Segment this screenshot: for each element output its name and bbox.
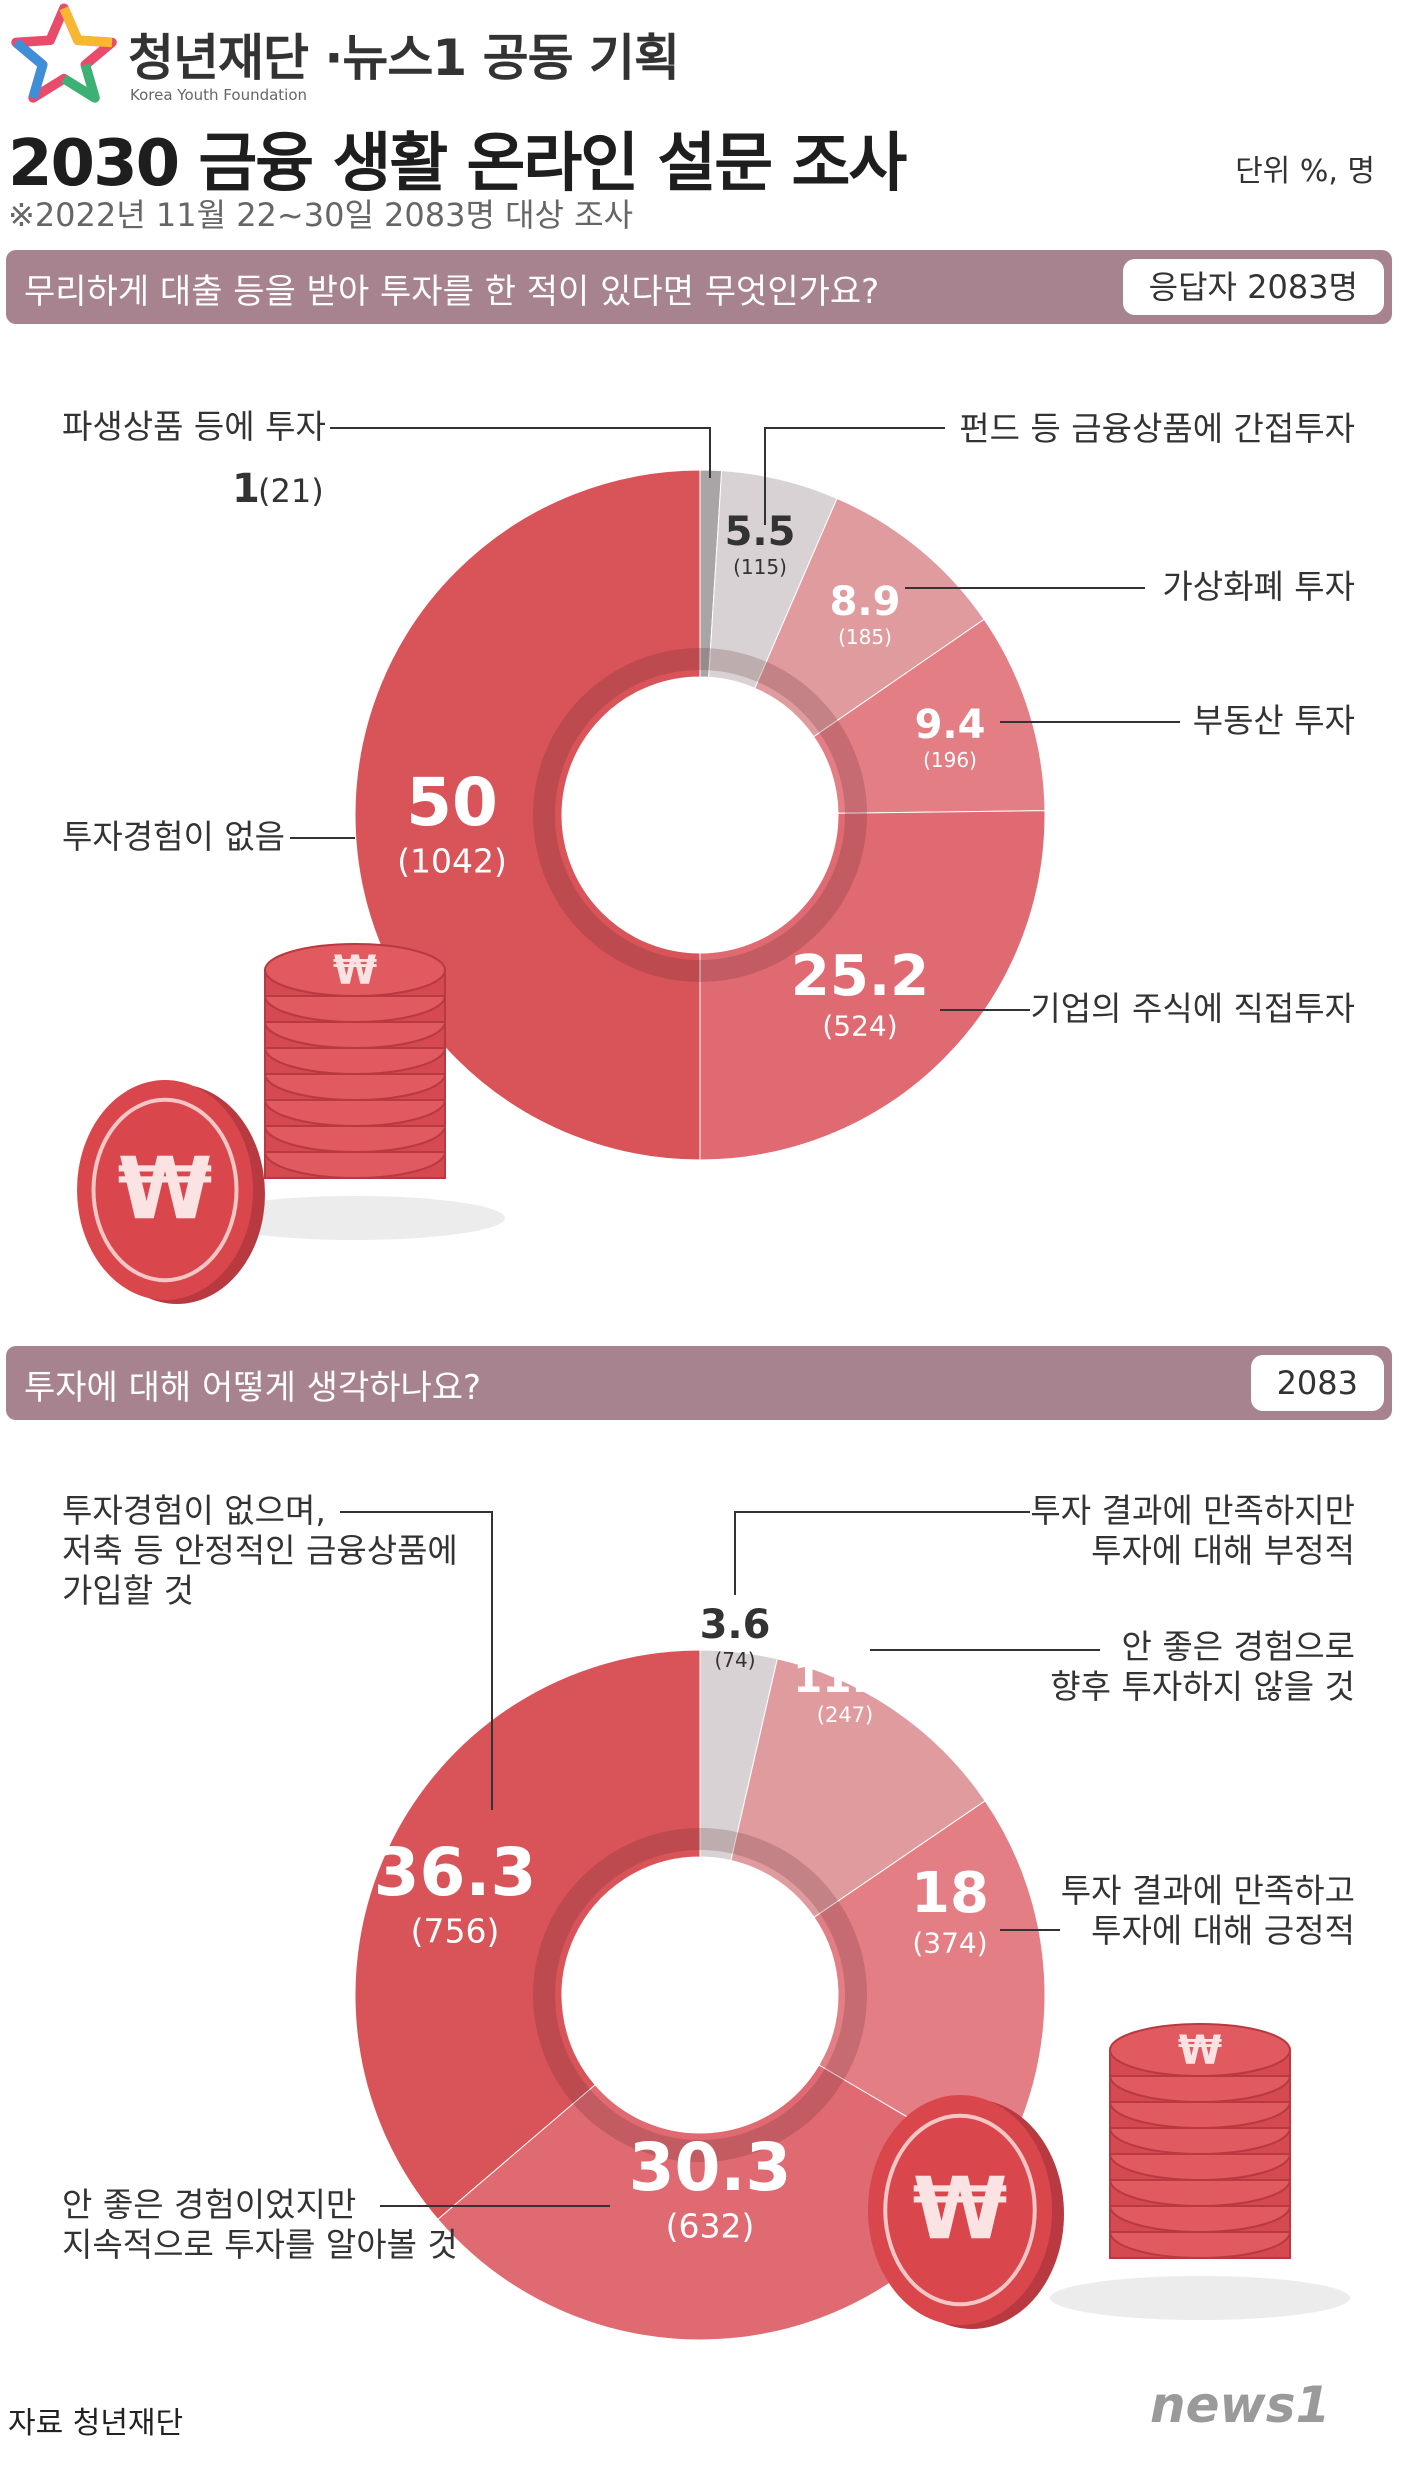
chart2-category-label: 투자 결과에 만족하지만: [1030, 1491, 1355, 1530]
survey-note: ※2022년 11월 22~30일 2083명 대상 조사: [8, 196, 634, 234]
chart2-data-label: 18: [911, 1861, 989, 1926]
chart1-coin: ₩: [77, 1080, 265, 1304]
chart2-data-label: 30.3: [629, 2129, 792, 2206]
chart1-count-label: (185): [838, 625, 892, 649]
chart1-count-label: (115): [733, 555, 787, 579]
page-title: 2030 금융 생활 온라인 설문 조사: [8, 127, 907, 201]
chart2-donut-hole: [562, 1857, 838, 2133]
chart1-category-label: 투자경험이 없음: [62, 817, 285, 856]
chart1-category-label: 부동산 투자: [1193, 701, 1355, 740]
respondents-badge-2: 2083: [1250, 1355, 1384, 1411]
chart2-data-label: 36.3: [374, 1834, 537, 1911]
chart2-coin: ₩: [868, 2095, 1064, 2329]
chart2-category-label: 안 좋은 경험으로: [1122, 1627, 1356, 1666]
respondents-badge-1: 응답자 2083명: [1122, 259, 1384, 315]
chart1-coin-won-symbol: ₩: [118, 1139, 213, 1239]
chart2-coin-face: [868, 2095, 1052, 2325]
chart1-count-label: (524): [822, 1009, 897, 1042]
org-title: 청년재단 ·뉴스1 공동 기획: [128, 29, 680, 87]
chart1-count-label: (21): [258, 472, 324, 510]
chart2-category-label: 지속적으로 투자를 알아볼 것: [62, 2225, 458, 2264]
chart1-coin-won-symbol: ₩: [333, 948, 377, 994]
chart2-category-label: 투자 결과에 만족하고: [1061, 1871, 1355, 1910]
chart1-coin-shadow: [205, 1196, 505, 1240]
chart1-data-label: 25.2: [791, 944, 929, 1009]
chart2-category-label: 투자경험이 없으며,: [62, 1491, 326, 1530]
chart1-data-label: 50: [406, 764, 498, 841]
chart2-coin-stack: ₩: [1050, 2023, 1350, 2320]
chart2-category-label: 투자에 대해 긍정적: [1091, 1911, 1355, 1950]
chart2-count-label: (632): [666, 2207, 755, 2246]
chart1-coin-face: [77, 1080, 253, 1300]
chart2-coin-ring: [883, 2113, 1037, 2307]
question-bar-1: 무리하게 대출 등을 받아 투자를 한 적이 있다면 무엇인가요? 응답자 20…: [6, 250, 1392, 324]
chart1-count-label: (196): [923, 748, 977, 772]
chart2-category-label: 향후 투자하지 않을 것: [1050, 1667, 1355, 1706]
org-subtitle: Korea Youth Foundation: [130, 86, 308, 104]
chart2-coin-face: [1109, 2023, 1291, 2077]
chart1-leader-line: [330, 427, 711, 478]
chart1-category-label: 가상화폐 투자: [1162, 567, 1355, 606]
chart1-donut-hole: [562, 677, 838, 953]
chart2-count-label: (374): [912, 1926, 987, 1959]
donut-chart-1: 5.5(115) 8.9(185) 9.4(196) 25.2(524) 50(1042…: [62, 407, 1355, 1304]
chart2-slice: [354, 1649, 701, 2220]
donut-chart-2: 3.6(74) 11.9(247) 18(374) 30.3(632) 36.3(756…: [62, 1491, 1356, 2341]
news1-logo: news1: [1150, 2376, 1330, 2434]
chart1-category-label: 펀드 등 금융상품에 간접투자: [959, 409, 1355, 448]
chart2-count-label: (756): [411, 1912, 500, 1951]
chart2-leader-line: [340, 1511, 493, 1810]
chart1-leader-line: [764, 427, 945, 525]
chart2-category-label: 가입할 것: [62, 1571, 194, 1610]
star-logo-icon: [11, 3, 117, 103]
chart2-category-label: 저축 등 안정적인 금융상품에: [62, 1531, 458, 1570]
question-1-text: 무리하게 대출 등을 받아 투자를 한 적이 있다면 무엇인가요?: [24, 272, 880, 312]
chart2-count-label: (74): [714, 1648, 755, 1672]
question-2-text: 투자에 대해 어떻게 생각하나요?: [24, 1368, 482, 1408]
chart2-leader-line: [734, 1511, 1030, 1595]
chart1-category-label: 파생상품 등에 투자: [62, 407, 326, 446]
chart1-count-label: (1042): [397, 842, 507, 881]
chart2-category-label: 투자에 대해 부정적: [1091, 1531, 1355, 1570]
source-note: 자료 청년재단: [8, 2406, 184, 2441]
chart1-coin-face: [264, 943, 446, 997]
chart2-coin-won-symbol: ₩: [1178, 2028, 1222, 2074]
chart2-data-label: 11.9: [793, 1653, 897, 1702]
chart2-data-label: 3.6: [700, 1602, 771, 1648]
unit-label: 단위 %, 명: [1235, 154, 1375, 189]
chart1-coin-ring: [91, 1097, 239, 1283]
chart2-count-label: (247): [817, 1703, 873, 1727]
chart1-inner-shadow: [533, 648, 867, 982]
chart2-inner-shadow: [533, 1828, 867, 2162]
chart1-coin-stack: ₩: [205, 943, 505, 1240]
chart2-category-label: 안 좋은 경험이었지만: [62, 2185, 356, 2224]
chart2-coin-won-symbol: ₩: [913, 2159, 1008, 2259]
news-logo-text: news1: [1150, 2376, 1330, 2434]
question-bar-2: 투자에 대해 어떻게 생각하나요? 2083: [6, 1346, 1392, 1420]
chart1-data-label: 1: [232, 466, 260, 512]
chart1-data-label: 5.5: [725, 509, 796, 555]
chart1-data-label: 9.4: [915, 702, 986, 748]
chart1-category-label: 기업의 주식에 직접투자: [1030, 989, 1355, 1028]
chart2-coin-shadow: [1050, 2276, 1350, 2320]
chart1-data-label: 8.9: [830, 579, 901, 625]
